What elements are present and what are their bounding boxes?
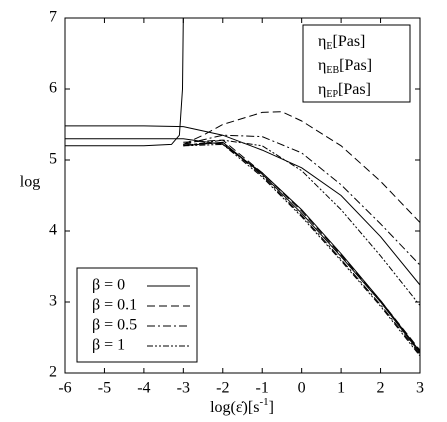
- data-line: [183, 139, 421, 306]
- data-line: [183, 141, 421, 354]
- legend-label: β = 0.5: [92, 317, 137, 334]
- legend-box: [76, 267, 198, 363]
- eta-label: ηEP[Pas]: [318, 81, 371, 101]
- x-tick-label: -6: [58, 380, 71, 397]
- data-line: [183, 111, 421, 223]
- x-label-sup: -1: [259, 396, 268, 408]
- y-tick-label: 6: [49, 80, 57, 97]
- eta-sub: E: [326, 41, 332, 52]
- data-line: [65, 17, 184, 147]
- x-tick-label: 2: [377, 380, 385, 397]
- eta-symbol: η: [318, 33, 326, 50]
- legend-label: β = 0.1: [92, 297, 137, 314]
- eta-symbol: η: [318, 81, 326, 98]
- x-tick-label: 1: [337, 380, 345, 397]
- legend-label: β = 1: [92, 337, 125, 354]
- x-tick-label: -4: [137, 380, 150, 397]
- plot-frame: [64, 17, 421, 374]
- x-tick-label: 3: [416, 380, 424, 397]
- y-tick-label: 2: [49, 364, 57, 381]
- data-line: [183, 143, 421, 357]
- x-label-main: log(ε̇)[s: [210, 399, 259, 416]
- y-tick-label: 7: [49, 9, 57, 26]
- eta-unit: [Pas]: [332, 33, 365, 50]
- y-tick-label: 3: [49, 293, 57, 310]
- legend-label: β = 0: [92, 277, 125, 294]
- eta-sub: EP: [326, 89, 338, 100]
- x-tick-label: -2: [216, 380, 229, 397]
- eta-label: ηEB[Pas]: [318, 57, 372, 77]
- eta-box: [302, 24, 411, 103]
- x-label-end: ]: [269, 399, 274, 416]
- eta-sub: EB: [326, 65, 339, 76]
- x-tick-label: -3: [177, 380, 190, 397]
- eta-label: ηE[Pas]: [318, 33, 365, 53]
- x-tick-label: 0: [298, 380, 306, 397]
- eta-symbol: η: [318, 57, 326, 74]
- y-tick-label: 5: [49, 151, 57, 168]
- x-tick-label: -5: [98, 380, 111, 397]
- y-tick-label: 4: [49, 222, 57, 239]
- y-axis-label: log: [20, 174, 40, 191]
- data-line: [183, 139, 421, 351]
- x-tick-label: -1: [256, 380, 269, 397]
- data-line: [65, 125, 421, 286]
- eta-unit: [Pas]: [339, 57, 372, 74]
- eta-unit: [Pas]: [338, 81, 371, 98]
- x-axis-label: log(ε̇)[s-1]: [210, 396, 274, 416]
- data-line: [183, 134, 421, 266]
- data-line: [183, 142, 421, 355]
